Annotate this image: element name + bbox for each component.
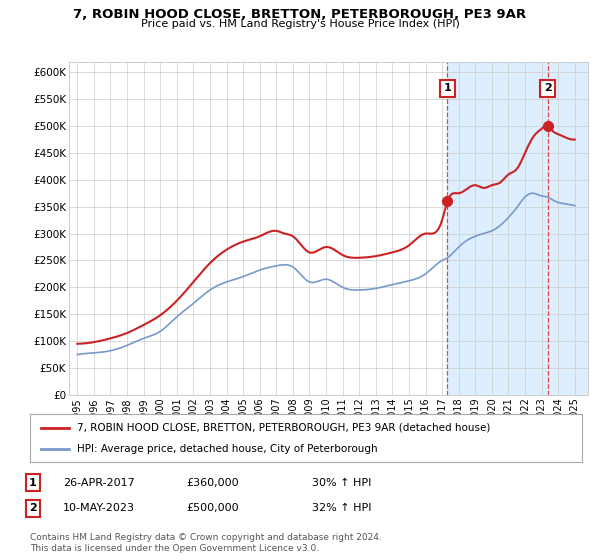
- Text: 2: 2: [29, 503, 37, 514]
- Text: 7, ROBIN HOOD CLOSE, BRETTON, PETERBOROUGH, PE3 9AR: 7, ROBIN HOOD CLOSE, BRETTON, PETERBOROU…: [73, 8, 527, 21]
- Text: HPI: Average price, detached house, City of Peterborough: HPI: Average price, detached house, City…: [77, 444, 377, 454]
- Text: £360,000: £360,000: [186, 478, 239, 488]
- Text: £500,000: £500,000: [186, 503, 239, 514]
- Text: 7, ROBIN HOOD CLOSE, BRETTON, PETERBOROUGH, PE3 9AR (detached house): 7, ROBIN HOOD CLOSE, BRETTON, PETERBOROU…: [77, 423, 490, 433]
- Bar: [448, 62, 592, 395]
- Text: 30% ↑ HPI: 30% ↑ HPI: [312, 478, 371, 488]
- Text: 1: 1: [443, 83, 451, 94]
- Text: 1: 1: [29, 478, 37, 488]
- Text: Contains HM Land Registry data © Crown copyright and database right 2024.
This d: Contains HM Land Registry data © Crown c…: [30, 533, 382, 553]
- Text: 26-APR-2017: 26-APR-2017: [63, 478, 135, 488]
- Text: Price paid vs. HM Land Registry's House Price Index (HPI): Price paid vs. HM Land Registry's House …: [140, 19, 460, 29]
- Text: 32% ↑ HPI: 32% ↑ HPI: [312, 503, 371, 514]
- Text: 2: 2: [544, 83, 551, 94]
- Text: 10-MAY-2023: 10-MAY-2023: [63, 503, 135, 514]
